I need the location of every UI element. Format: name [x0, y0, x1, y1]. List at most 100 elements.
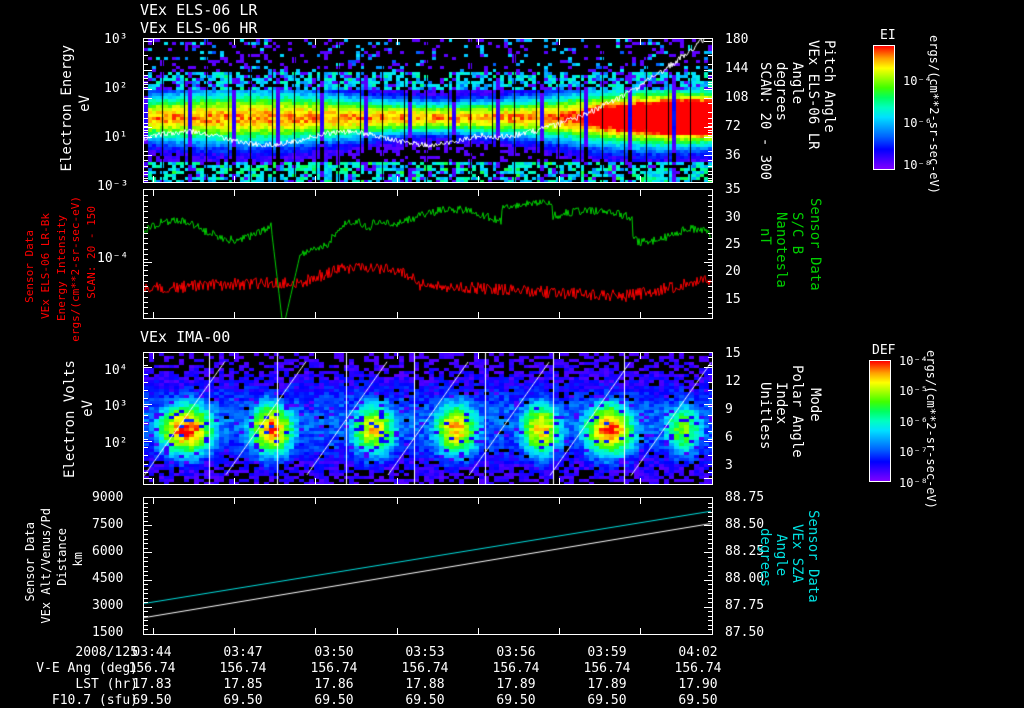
axis-tick	[144, 249, 148, 250]
bottom-cell-time-6: 04:02	[678, 645, 718, 660]
axis-tick	[144, 521, 148, 522]
axis-tick	[144, 580, 152, 581]
axis-tick	[708, 174, 712, 175]
axis-tick	[559, 39, 560, 45]
bottom-cell-f107-5: 69.50	[587, 693, 627, 708]
axis-tick	[397, 176, 398, 182]
panel4-plot-area[interactable]	[143, 497, 713, 635]
axis-tick	[704, 98, 712, 99]
axis-tick	[144, 539, 148, 540]
panel1-title-line2: VEx ELS-06 HR	[140, 19, 258, 37]
axis-tick	[708, 180, 712, 181]
axis-tick	[708, 103, 712, 104]
bottom-cell-time-4: 03:56	[496, 645, 536, 660]
axis-tick	[708, 270, 712, 271]
panel1-right-axis-label-1: VEx ELS-06 LR	[805, 40, 821, 150]
axis-tick	[234, 478, 235, 484]
axis-tick	[708, 398, 712, 399]
panel2-plot-area[interactable]	[143, 189, 713, 319]
axis-tick	[144, 217, 148, 218]
axis-tick	[153, 478, 154, 484]
axis-tick	[640, 498, 641, 504]
axis-tick	[478, 39, 479, 45]
axis-tick	[144, 84, 148, 85]
panel3-right-axis-label-1: Polar Angle	[789, 365, 805, 458]
panel3-plot-area[interactable]	[143, 352, 713, 485]
axis-tick	[144, 620, 148, 621]
axis-tick	[708, 503, 712, 504]
axis-tick	[708, 243, 712, 244]
axis-tick	[234, 353, 235, 359]
axis-tick	[144, 243, 148, 244]
bottom-cell-ve_ang-3: 156.74	[401, 661, 449, 676]
panel1-colorbar-units: ergs/(cm**2-sr-sec-eV)	[927, 35, 941, 194]
panel1-plot-area[interactable]	[143, 38, 713, 183]
axis-tick	[234, 498, 235, 504]
axis-tick	[559, 628, 560, 634]
axis-tick	[144, 98, 152, 99]
axis-tick	[144, 70, 148, 71]
axis-tick	[708, 415, 712, 416]
panel3-ytick-0: 10⁴	[104, 363, 128, 378]
axis-tick	[144, 382, 148, 383]
axis-tick	[478, 190, 479, 196]
panel3-colorbar	[869, 360, 891, 482]
axis-tick	[144, 195, 148, 196]
panel1-ytick-1: 10²	[104, 81, 128, 96]
axis-tick	[234, 176, 235, 182]
axis-tick	[144, 404, 152, 405]
axis-tick	[478, 478, 479, 484]
axis-tick	[708, 548, 712, 549]
axis-tick	[144, 291, 148, 292]
axis-tick	[708, 112, 712, 113]
axis-tick	[708, 297, 712, 298]
bottom-cell-ve_ang-1: 156.74	[219, 661, 267, 676]
axis-tick	[144, 616, 148, 617]
bottom-row-label-2: LST (hr)	[75, 677, 138, 692]
panel2-ytick-1: 10⁻⁴	[97, 251, 129, 266]
panel3-colorbar-tick-3: 10⁻⁷	[899, 445, 928, 459]
axis-tick	[708, 593, 712, 594]
axis-tick	[144, 607, 148, 608]
axis-tick	[708, 64, 712, 65]
axis-tick	[478, 312, 479, 318]
axis-tick	[144, 135, 148, 136]
axis-tick	[708, 566, 712, 567]
axis-tick	[708, 561, 712, 562]
axis-tick	[708, 75, 712, 76]
axis-tick	[708, 126, 712, 127]
axis-tick	[144, 374, 148, 375]
panel1-y2tick-1: 144	[725, 61, 749, 76]
axis-tick	[144, 557, 148, 558]
axis-tick	[153, 176, 154, 182]
axis-tick	[144, 201, 148, 202]
axis-tick	[144, 365, 148, 366]
axis-tick	[144, 262, 152, 263]
axis-tick	[708, 238, 712, 239]
axis-tick	[708, 211, 712, 212]
axis-tick	[144, 415, 148, 416]
bottom-row-label-3: F10.7 (sfu)	[51, 693, 138, 708]
axis-tick	[144, 132, 148, 133]
panel4-right-axis-label-2: Angle	[773, 534, 789, 577]
axis-tick	[144, 118, 148, 119]
axis-tick	[708, 534, 712, 535]
bottom-cell-lst-5: 17.89	[587, 677, 627, 692]
axis-tick	[144, 589, 148, 590]
axis-tick	[144, 286, 148, 287]
panel3-colorbar-tick-2: 10⁻⁶	[899, 415, 928, 429]
panel1-colorbar-tick-2: 10⁻⁸	[903, 158, 932, 172]
bottom-row-label-1: V-E Ang (deg)	[36, 661, 138, 676]
bottom-cell-f107-1: 69.50	[223, 693, 263, 708]
axis-tick	[144, 431, 148, 432]
axis-tick	[708, 447, 712, 448]
axis-tick	[153, 39, 154, 45]
axis-tick	[708, 525, 712, 526]
axis-tick	[144, 566, 148, 567]
axis-tick	[478, 353, 479, 359]
axis-tick	[144, 112, 148, 113]
axis-tick	[478, 498, 479, 504]
axis-tick	[234, 628, 235, 634]
axis-tick	[704, 441, 712, 442]
axis-tick	[144, 602, 148, 603]
